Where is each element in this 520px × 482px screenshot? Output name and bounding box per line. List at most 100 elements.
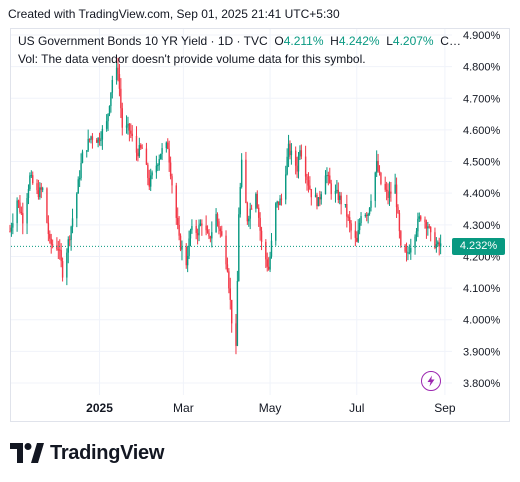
- candle-body: [357, 230, 359, 242]
- candle-body: [327, 175, 330, 177]
- candle-body: [306, 176, 308, 181]
- candle-body: [32, 175, 34, 184]
- candle-body: [319, 197, 321, 200]
- candle-body: [356, 237, 358, 242]
- candle-body: [16, 200, 18, 224]
- candle-body: [60, 250, 62, 262]
- y-tick-label: 4.300%: [463, 220, 501, 232]
- candle-body: [246, 203, 249, 222]
- candle-body: [267, 266, 270, 270]
- candle-body: [438, 242, 440, 247]
- x-tick-label: 2025: [86, 401, 113, 415]
- candle-body: [215, 214, 217, 233]
- candle-body: [147, 164, 149, 178]
- candle-body: [97, 138, 99, 143]
- candle-body: [320, 194, 322, 200]
- candle-body: [316, 194, 318, 207]
- candle-body: [299, 150, 301, 156]
- candle-body: [70, 226, 72, 240]
- candle-body: [196, 232, 199, 236]
- candle-body: [395, 184, 398, 208]
- candle-body: [417, 218, 419, 232]
- candle-body: [155, 165, 158, 173]
- candle-body: [370, 200, 372, 208]
- candle-body: [165, 142, 168, 149]
- candle-body: [120, 88, 122, 109]
- candle-body: [339, 195, 341, 200]
- candle-body: [19, 202, 21, 212]
- candle-body: [10, 227, 13, 232]
- candle-body: [12, 223, 14, 228]
- y-tick-label: 4.400%: [463, 188, 501, 200]
- y-tick-label: 4.700%: [463, 93, 501, 105]
- candle-body: [425, 222, 428, 229]
- candle-body: [437, 242, 439, 245]
- candle-body: [307, 180, 310, 186]
- candle-body: [360, 216, 362, 224]
- x-tick-label: May: [259, 401, 282, 415]
- candle-body: [128, 123, 131, 131]
- candle-body: [255, 193, 257, 209]
- candle-body: [81, 151, 84, 163]
- candle-body: [191, 226, 193, 231]
- x-tick-label: Jul: [349, 401, 364, 415]
- candle-body: [297, 155, 300, 172]
- tradingview-logo[interactable]: TradingView: [10, 440, 164, 466]
- candle-body: [427, 226, 429, 229]
- candle-body: [27, 189, 30, 199]
- candle-body: [415, 231, 418, 237]
- candle-body: [414, 236, 416, 248]
- candle-body: [179, 235, 182, 250]
- candle-body: [71, 218, 74, 227]
- candle-body: [236, 280, 239, 346]
- candle-body: [168, 148, 170, 163]
- candle-body: [159, 153, 162, 160]
- candle-body: [354, 230, 357, 238]
- candle-body: [275, 203, 277, 241]
- candle-body: [410, 247, 412, 253]
- candle-body: [167, 142, 169, 149]
- y-tick-label: 4.000%: [463, 315, 501, 327]
- candle-body: [29, 175, 31, 190]
- candle-body: [377, 160, 379, 172]
- candle-body: [231, 299, 233, 324]
- candle-body: [439, 243, 442, 247]
- candle-body: [61, 261, 64, 278]
- candle-body: [131, 133, 133, 136]
- candle-body: [378, 171, 381, 173]
- candle-body: [368, 207, 371, 214]
- candle-body: [68, 239, 71, 241]
- candle-body: [118, 74, 121, 89]
- candle-body: [226, 264, 229, 272]
- candle-body: [286, 156, 288, 175]
- candle-body: [201, 223, 203, 226]
- candle-body: [429, 227, 432, 233]
- candle-body: [188, 238, 190, 257]
- candle-body: [314, 194, 317, 198]
- candle-body: [394, 184, 396, 194]
- candle-body: [121, 108, 123, 128]
- candle-body: [57, 249, 60, 251]
- candle-body: [420, 216, 422, 220]
- x-tick-label: Mar: [173, 401, 194, 415]
- candle-body: [366, 215, 368, 217]
- candle-body: [186, 256, 189, 266]
- candle-body: [39, 187, 41, 198]
- candle-body: [289, 143, 291, 156]
- candle-body: [56, 245, 58, 250]
- candle-body: [344, 204, 347, 206]
- candle-body: [225, 235, 227, 265]
- candle-body: [66, 252, 68, 278]
- candle-body: [40, 187, 42, 190]
- candle-body: [374, 172, 376, 201]
- candle-body: [189, 230, 192, 239]
- candle-body: [117, 67, 119, 75]
- candle-body: [50, 238, 52, 245]
- candle-body: [398, 213, 401, 232]
- candle-body: [221, 231, 223, 236]
- candle-body: [51, 244, 54, 246]
- candle-body: [229, 288, 231, 300]
- candle-body: [347, 216, 349, 218]
- lightning-icon[interactable]: [421, 371, 441, 391]
